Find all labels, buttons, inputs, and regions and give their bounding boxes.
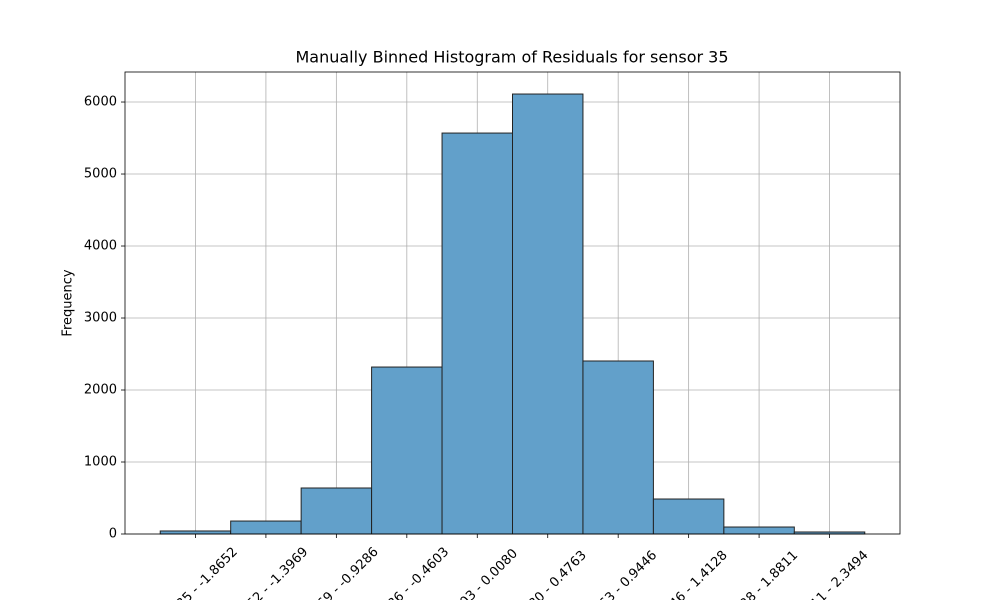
bar <box>441 132 513 535</box>
y-tick-label: 1000 <box>84 455 117 470</box>
x-tick-label: 1.8811 - 2.3494 <box>787 548 871 600</box>
bar <box>723 526 795 535</box>
plot-frame <box>124 71 901 535</box>
y-tick-label: 0 <box>109 527 117 542</box>
bar <box>230 520 302 535</box>
y-tick-label: 4000 <box>84 239 117 254</box>
bar <box>371 366 443 535</box>
y-tick-label: 5000 <box>84 167 117 182</box>
bar <box>159 530 232 535</box>
y-tick-label: 3000 <box>84 311 117 326</box>
x-tick-label: 0.4763 - 0.9446 <box>576 548 660 600</box>
x-tick-label: 1.4128 - 1.8811 <box>717 548 801 600</box>
y-tick-label: 2000 <box>84 383 117 398</box>
bar <box>300 487 373 535</box>
bar <box>512 93 584 535</box>
y-tick-label: 6000 <box>84 95 117 110</box>
bar <box>652 498 725 535</box>
chart-title: Manually Binned Histogram of Residuals f… <box>295 48 728 67</box>
y-axis-label: Frequency <box>61 269 76 336</box>
x-tick-label: 0.9446 - 1.4128 <box>647 548 731 600</box>
x-tick-label: -2.3335 - -1.8652 <box>150 545 241 600</box>
bar <box>582 360 654 535</box>
